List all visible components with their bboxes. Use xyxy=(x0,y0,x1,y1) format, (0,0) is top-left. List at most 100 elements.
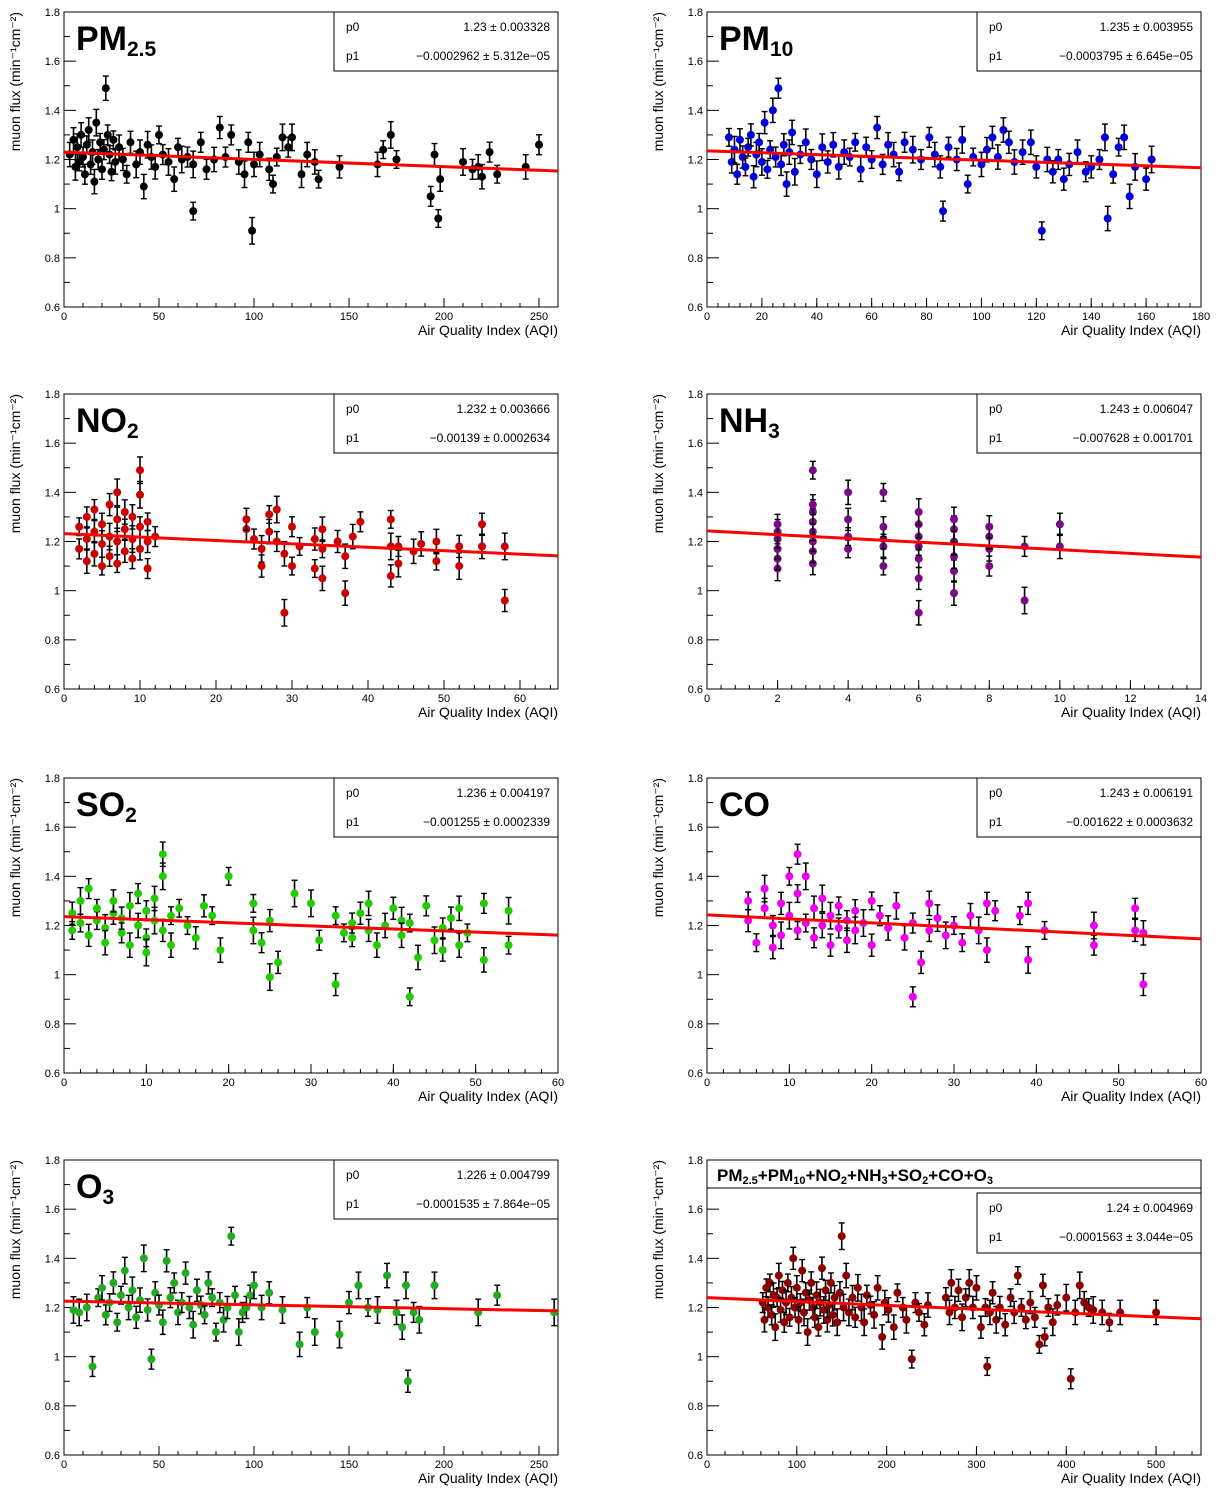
data-point xyxy=(414,953,423,962)
data-point xyxy=(113,559,122,568)
data-point xyxy=(132,160,141,169)
y-tick-label: 1.6 xyxy=(688,56,703,68)
data-point xyxy=(1030,1313,1039,1322)
y-tick-label: 1.2 xyxy=(688,921,703,933)
data-point xyxy=(92,118,101,127)
data-point xyxy=(823,157,832,166)
data-point xyxy=(977,160,986,169)
data-point xyxy=(240,170,249,179)
data-point xyxy=(98,520,106,529)
data-point xyxy=(1073,148,1082,157)
data-point xyxy=(958,1313,967,1322)
data-point xyxy=(136,466,144,475)
data-point xyxy=(174,143,182,152)
data-point xyxy=(136,522,144,531)
fit-param-name: p1 xyxy=(346,431,360,445)
fit-param-name: p1 xyxy=(346,49,360,63)
data-point xyxy=(895,167,904,176)
data-point xyxy=(1024,899,1033,908)
y-tick-label: 1.4 xyxy=(688,487,703,499)
x-axis-label: Air Quality Index (AQI) xyxy=(418,704,558,720)
data-point xyxy=(92,904,101,913)
data-point xyxy=(242,515,251,524)
x-tick-label: 4 xyxy=(845,693,851,705)
data-point xyxy=(774,84,783,93)
fit-param-name: p0 xyxy=(989,786,1003,800)
y-tick-label: 0.6 xyxy=(45,1450,60,1462)
data-point xyxy=(318,574,327,583)
data-point xyxy=(478,542,486,551)
data-point xyxy=(873,123,882,132)
data-point xyxy=(925,926,934,935)
data-point xyxy=(1066,1374,1075,1383)
data-point xyxy=(842,936,851,945)
data-point xyxy=(269,180,277,189)
data-point xyxy=(115,143,124,152)
x-tick-label: 50 xyxy=(153,311,165,323)
data-point xyxy=(826,911,835,920)
x-tick-label: 40 xyxy=(387,1077,399,1089)
x-tick-label: 20 xyxy=(756,311,768,323)
data-point xyxy=(257,562,266,571)
data-point xyxy=(958,938,967,947)
fit-param-name: p1 xyxy=(989,49,1003,63)
data-point xyxy=(379,145,388,154)
x-tick-label: 120 xyxy=(1027,311,1045,323)
data-point xyxy=(446,914,455,923)
data-point xyxy=(278,1305,287,1314)
data-point xyxy=(801,138,810,147)
fit-param-value: 1.23 ± 0.003328 xyxy=(463,20,550,34)
data-point xyxy=(925,133,934,142)
data-point xyxy=(265,973,274,982)
data-point xyxy=(945,1308,954,1317)
data-point xyxy=(768,106,777,115)
data-point xyxy=(778,1286,787,1295)
data-point xyxy=(98,165,106,174)
x-tick-label: 50 xyxy=(470,1077,482,1089)
fit-param-name: p1 xyxy=(989,431,1003,445)
panel-title: PM10 xyxy=(719,20,793,61)
y-tick-label: 0.8 xyxy=(45,1019,60,1031)
data-point xyxy=(120,508,129,516)
data-point xyxy=(1018,148,1027,157)
data-point xyxy=(844,488,853,497)
data-point xyxy=(741,162,750,171)
data-point xyxy=(155,130,163,139)
panel-title: CO xyxy=(719,786,770,824)
data-point xyxy=(113,515,122,524)
x-tick-label: 0 xyxy=(704,693,710,705)
data-point xyxy=(879,522,888,531)
data-point xyxy=(1040,1333,1049,1341)
data-point xyxy=(780,1318,789,1327)
data-point xyxy=(249,899,258,908)
data-point xyxy=(1114,143,1123,152)
data-point xyxy=(101,938,110,947)
data-point xyxy=(314,175,323,184)
x-tick-label: 200 xyxy=(435,311,453,323)
data-point xyxy=(288,562,296,571)
data-point xyxy=(1021,1315,1030,1324)
data-point xyxy=(392,155,401,164)
data-point xyxy=(246,1291,255,1300)
data-point xyxy=(76,896,85,905)
data-point xyxy=(939,207,948,216)
x-axis-label: Air Quality Index (AQI) xyxy=(1061,1470,1201,1486)
data-point xyxy=(125,941,134,950)
data-point xyxy=(331,911,340,920)
data-point xyxy=(409,1308,418,1317)
data-point xyxy=(807,1278,816,1287)
panel-title: PM2.5 xyxy=(76,20,157,61)
data-point xyxy=(941,931,950,940)
data-point xyxy=(415,1315,424,1324)
data-point xyxy=(113,1318,122,1327)
data-point xyxy=(777,899,786,908)
data-point xyxy=(1089,1305,1098,1314)
data-point xyxy=(755,138,764,147)
data-point xyxy=(760,884,769,893)
x-axis-label: Air Quality Index (AQI) xyxy=(1061,704,1201,720)
data-point xyxy=(479,899,488,908)
x-tick-label: 100 xyxy=(245,311,263,323)
data-point xyxy=(335,1330,344,1339)
data-point xyxy=(760,118,769,127)
data-point xyxy=(808,559,817,568)
